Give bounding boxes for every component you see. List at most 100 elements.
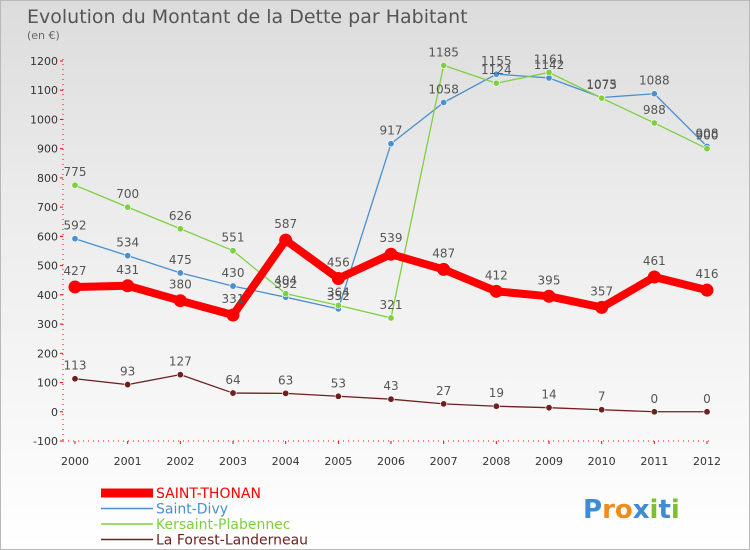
y-tick-label: 1200 — [30, 55, 58, 68]
data-label: 1161 — [534, 52, 565, 66]
y-tick-label: 1100 — [30, 84, 58, 97]
data-point — [545, 68, 553, 76]
x-tick-label: 2002 — [166, 455, 194, 468]
legend-item-la-forest-landerneau: La Forest-Landerneau — [101, 533, 308, 549]
data-point — [68, 280, 82, 294]
x-tick-label: 2006 — [377, 455, 405, 468]
data-label: 7 — [598, 390, 606, 404]
y-tick-label: 400 — [37, 289, 58, 302]
data-point — [437, 262, 451, 276]
data-point — [71, 375, 79, 383]
data-point — [492, 402, 500, 410]
data-label: 392 — [274, 277, 297, 291]
data-label: 1088 — [639, 74, 670, 88]
series-kersaint-plabennec — [71, 61, 711, 322]
data-label: 93 — [120, 365, 135, 379]
data-point — [492, 70, 500, 78]
data-label: 587 — [274, 217, 297, 231]
series-la-forest-landerneau — [71, 371, 711, 416]
data-label: 1124 — [481, 63, 512, 77]
data-label: 534 — [116, 236, 139, 250]
legend-label: La Forest-Landerneau — [156, 533, 308, 549]
data-point — [176, 371, 184, 379]
x-tick-label: 2012 — [693, 455, 721, 468]
data-label: 352 — [327, 289, 350, 303]
data-label: 908 — [696, 126, 719, 140]
data-label: 1058 — [428, 83, 459, 97]
data-label: 626 — [169, 209, 192, 223]
data-label: 0 — [703, 392, 711, 406]
data-label: 331 — [222, 292, 245, 306]
data-label: 19 — [489, 386, 504, 400]
data-point — [176, 225, 184, 233]
data-point — [545, 404, 553, 412]
series-line-saint-divy — [74, 73, 708, 310]
x-tick-label: 2001 — [114, 455, 142, 468]
data-label: 14 — [541, 388, 556, 402]
legend-label: SAINT-THONAN — [156, 486, 261, 502]
data-point — [542, 289, 556, 303]
data-label: 43 — [383, 379, 398, 393]
y-tick-label: 200 — [37, 347, 58, 360]
data-label: 456 — [327, 255, 350, 269]
data-label: 380 — [169, 278, 192, 292]
data-label: 64 — [225, 373, 240, 387]
y-tick-label: -100 — [33, 435, 58, 448]
series-saint-divy — [71, 70, 711, 313]
y-tick-label: 0 — [51, 406, 58, 419]
data-point — [387, 314, 395, 322]
data-label: 1142 — [534, 58, 565, 72]
data-point — [595, 300, 609, 314]
data-point — [647, 270, 661, 284]
data-label: 487 — [432, 246, 455, 260]
data-point — [71, 181, 79, 189]
logo-wordmark: Proxiti — [583, 495, 680, 525]
data-label: 357 — [590, 284, 613, 298]
data-point — [124, 381, 132, 389]
y-tick-label: 300 — [37, 318, 58, 331]
data-point — [489, 284, 503, 298]
data-point — [124, 203, 132, 211]
data-label: 321 — [380, 298, 403, 312]
data-label: 53 — [331, 376, 346, 390]
data-label: 63 — [278, 373, 293, 387]
y-tick-label: 1000 — [30, 113, 58, 126]
data-label: 700 — [116, 187, 139, 201]
chart-subtitle: (en €) — [27, 29, 60, 42]
data-label: 461 — [643, 254, 666, 268]
data-point — [387, 395, 395, 403]
data-label: 404 — [274, 274, 297, 288]
data-point — [173, 294, 187, 308]
data-label: 364 — [327, 285, 350, 299]
x-tick-label: 2004 — [272, 455, 300, 468]
data-label: 430 — [222, 266, 245, 280]
data-point — [71, 235, 79, 243]
data-label: 0 — [651, 392, 659, 406]
data-label: 475 — [169, 253, 192, 267]
data-point — [279, 233, 293, 247]
data-label: 127 — [169, 355, 192, 369]
data-label: 416 — [696, 267, 719, 281]
data-point — [703, 408, 711, 416]
data-point — [331, 271, 345, 285]
y-tick-label: 800 — [37, 172, 58, 185]
data-point — [598, 406, 606, 414]
y-tick-label: 100 — [37, 377, 58, 390]
data-point — [121, 279, 135, 293]
x-tick-label: 2003 — [219, 455, 247, 468]
legend-label: Saint-Divy — [156, 502, 228, 518]
data-label: 412 — [485, 268, 508, 282]
data-label: 431 — [116, 263, 139, 277]
data-label: 395 — [538, 273, 561, 287]
data-point — [124, 252, 132, 260]
data-point — [492, 79, 500, 87]
chart-title: Evolution du Montant de la Dette par Hab… — [27, 6, 468, 28]
y-tick-label: 900 — [37, 143, 58, 156]
legend-item-saint-divy: Saint-Divy — [101, 502, 228, 518]
data-label: 27 — [436, 384, 451, 398]
x-tick-label: 2005 — [324, 455, 352, 468]
data-point — [440, 400, 448, 408]
data-point — [229, 389, 237, 397]
